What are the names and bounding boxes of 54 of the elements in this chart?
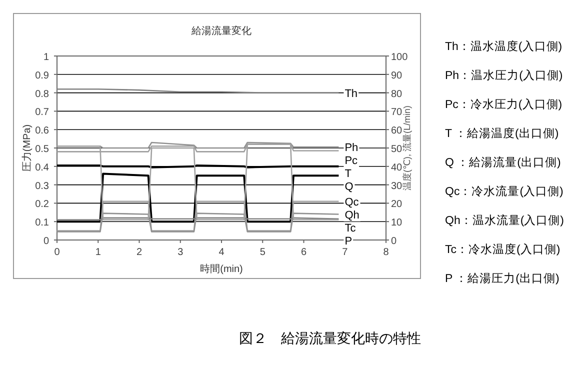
y2-tick-label: 60 [391,126,403,137]
text: Ph：温水圧力(入口側) [445,68,563,82]
y-tick-label: 0.6 [35,126,50,137]
y2-axis-title: 温度(℃), 流量(L/min) [402,105,412,191]
x-tick-label: 7 [342,247,348,258]
x-tick-label: 0 [54,247,60,258]
chart-title: 給湯流量変化 [190,25,252,37]
y-tick-label: 0.5 [35,144,50,155]
y2-tick-label: 10 [391,218,403,229]
x-tick-label: 4 [218,247,225,258]
series-label: Qh [344,209,360,222]
y2-tick-label: 30 [391,180,403,192]
x-tick-label: 1 [95,247,102,258]
text: P ：給湯圧力(出口側) [445,272,560,285]
text: Tc：冷水温度(入口側) [445,242,560,256]
y-axis-title: 圧力(MPa) [21,124,33,172]
y2-tick-label: 40 [391,162,403,174]
y2-tick-label: 100 [391,52,408,63]
y-tick-label: 0.9 [35,70,50,82]
series-label: T [344,168,352,180]
y2-tick-label: 80 [391,88,403,100]
x-tick-label: 6 [300,247,307,258]
series-label: Q [344,181,354,194]
series-label: Qc [344,196,360,208]
y-tick-label: 0.8 [35,88,50,100]
series-label: P [344,235,352,248]
y-tick-label: 0.7 [35,107,50,118]
series-label: Ph [344,142,358,154]
y2-tick-label: 20 [391,199,403,210]
series-label: Tc [344,222,356,234]
x-tick-label: 3 [178,247,184,258]
y-tick-label: 0.3 [35,180,50,192]
x-tick-label: 2 [136,247,142,258]
y-tick-label: 0.1 [35,218,50,229]
text: Qh：温水流量(入口側) [445,213,564,227]
x-tick-label: 5 [260,247,266,258]
x-tick-label: 8 [383,247,390,258]
y2-tick-label: 0 [391,236,397,247]
y-tick-label: 0.4 [35,162,50,174]
y-tick-label: 1 [43,52,50,63]
text: Q ：給湯流量(出口側) [445,155,561,169]
x-axis-title: 時間(min) [200,263,243,275]
y2-tick-label: 70 [391,107,403,118]
series-label: Pc [344,155,358,168]
caption: 図２ 給湯流量変化時の特性 [239,330,421,346]
y-tick-label: 0.2 [35,199,50,210]
y-tick-label: 0 [43,236,50,247]
y2-tick-label: 90 [391,70,403,82]
text: Qc：冷水流量(入口側) [445,184,564,198]
text: T ：給湯温度(出口側) [445,126,559,140]
text: Pc：冷水圧力(入口側) [445,97,562,111]
series-label: Th [344,88,358,100]
text: Th：温水温度(入口側) [445,39,562,53]
y2-tick-label: 50 [391,144,403,155]
